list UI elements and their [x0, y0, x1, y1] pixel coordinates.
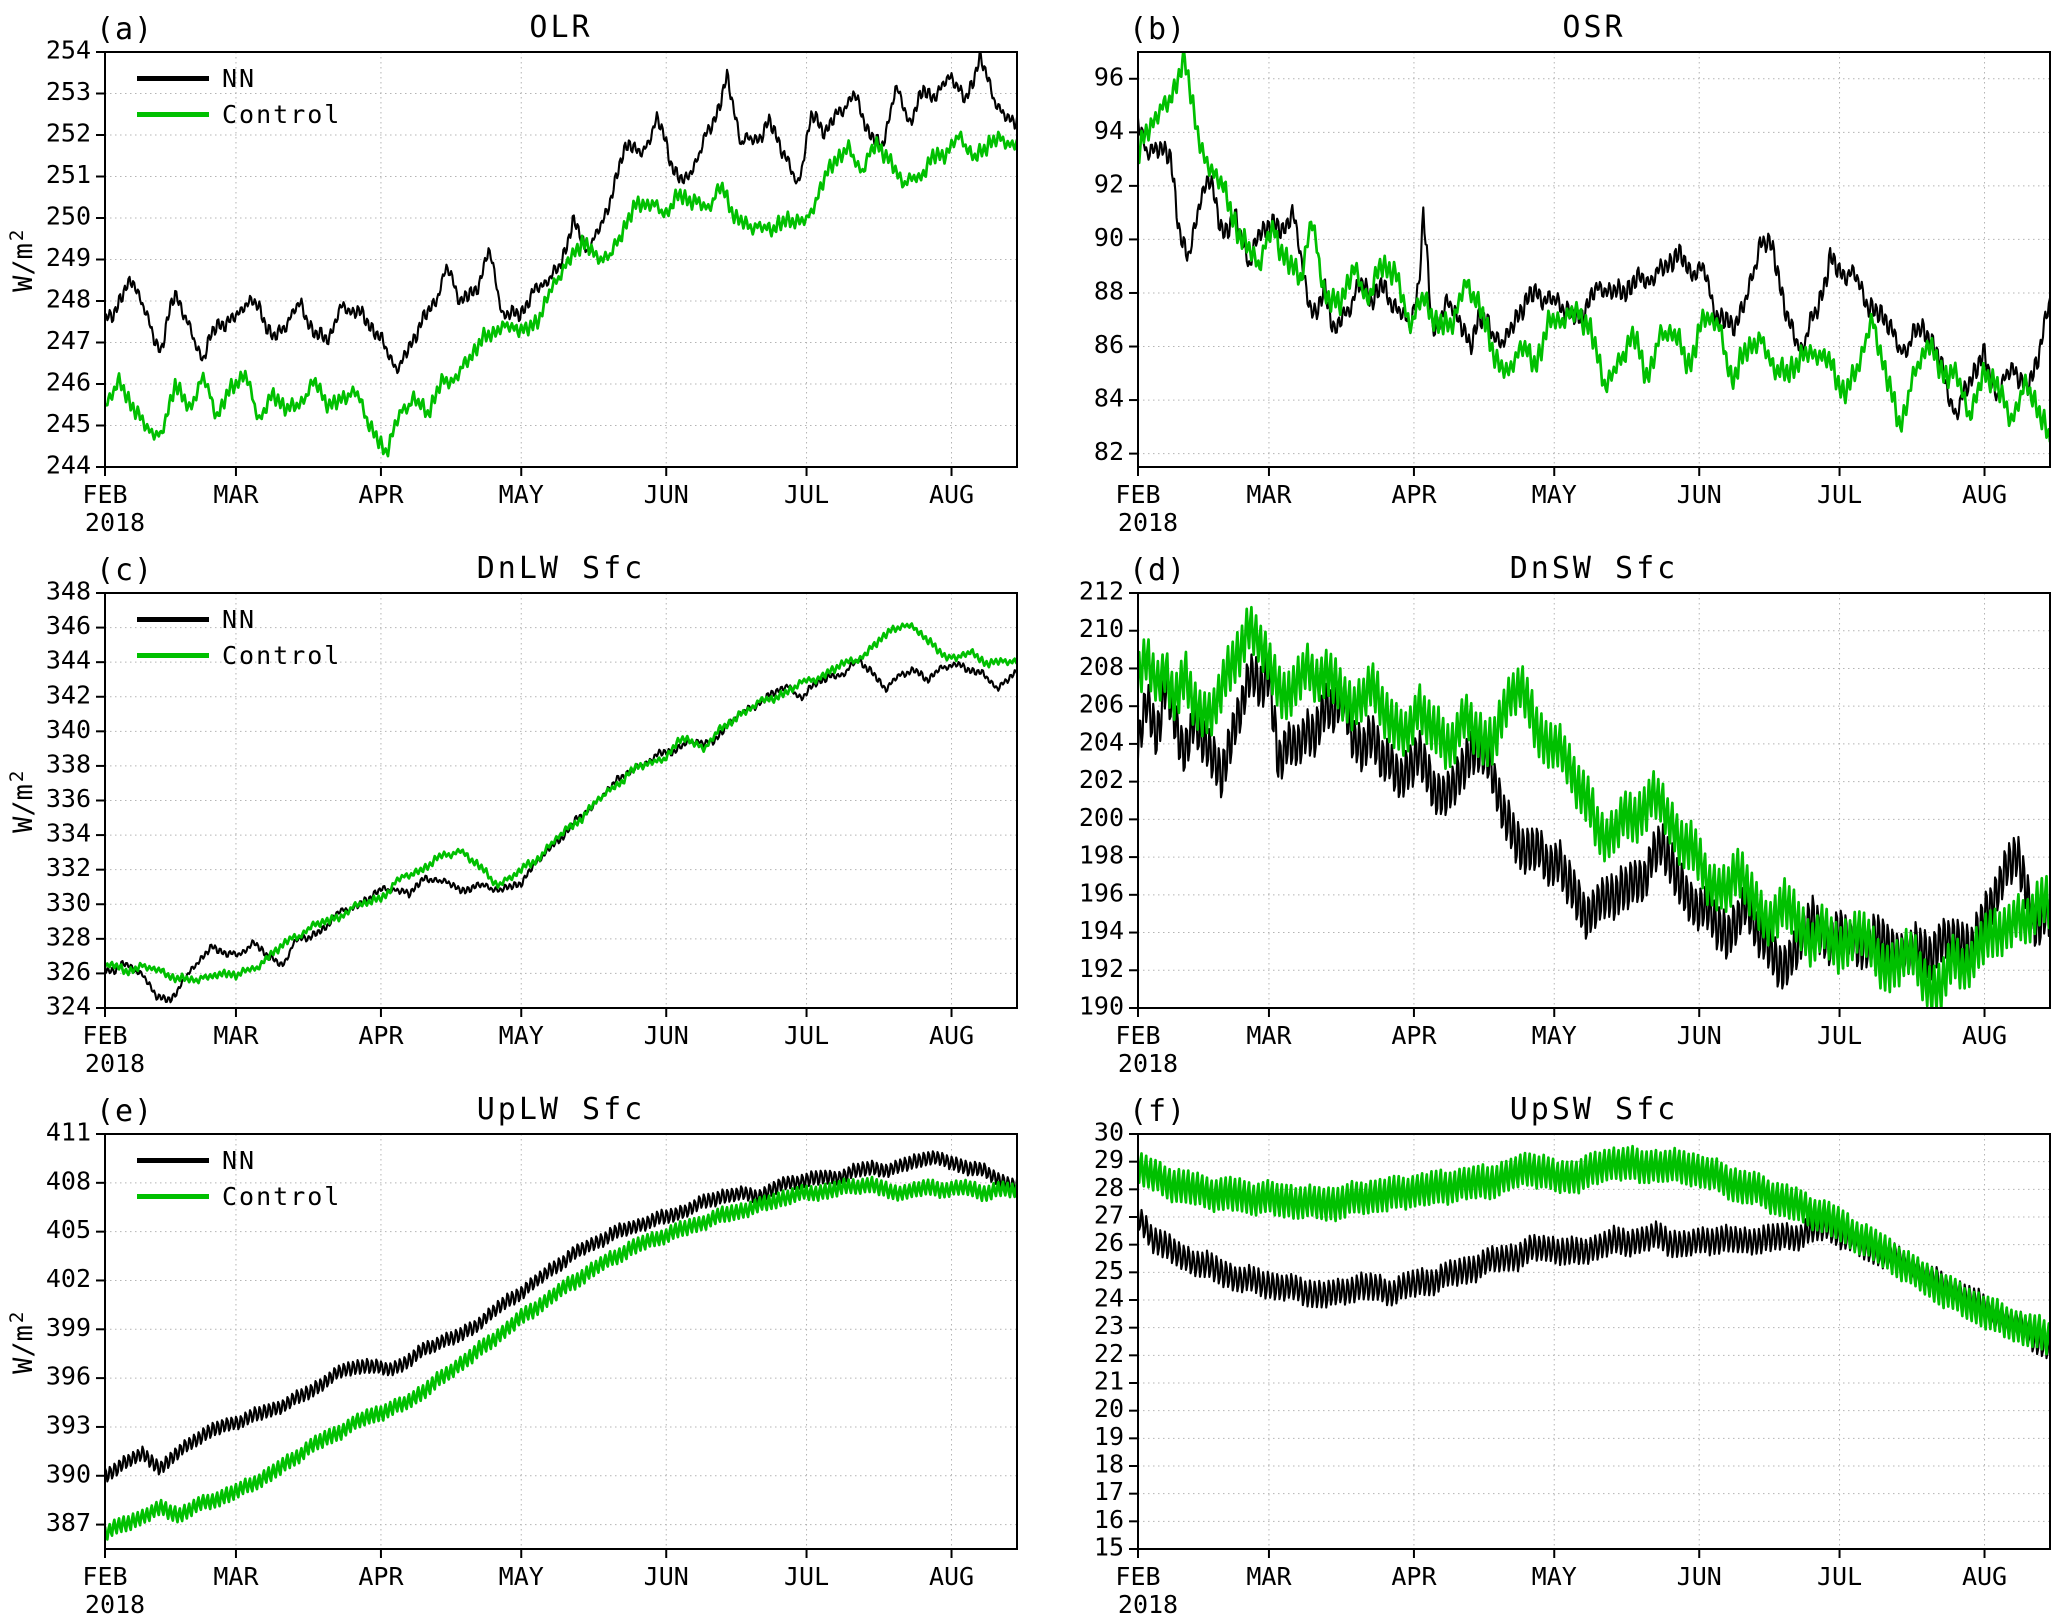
legend-label-control: Control — [222, 1182, 342, 1211]
upsw-chart-canvas — [1033, 1082, 2066, 1623]
legend-item-nn: NN — [137, 64, 341, 93]
dnlw-chart-title: DnLW Sfc — [476, 551, 646, 586]
legend-label-nn: NN — [222, 605, 257, 634]
control-line-swatch — [137, 1194, 209, 1199]
panel-dnlw-sfc: (c) DnLW Sfc NN Control — [0, 541, 1033, 1082]
osr-chart-title: OSR — [1562, 10, 1626, 45]
legend-item-control: Control — [137, 1182, 341, 1211]
legend-item-control: Control — [137, 100, 341, 129]
panel-dnsw-sfc: (d) DnSW Sfc — [1033, 541, 2066, 1082]
panel-upsw-sfc: (f) UpSW Sfc — [1033, 1082, 2066, 1623]
nn-line-swatch — [137, 617, 209, 622]
uplw-legend: NN Control — [137, 1146, 341, 1211]
dnsw-chart-canvas — [1033, 541, 2066, 1082]
legend-item-nn: NN — [137, 605, 341, 634]
uplw-chart-canvas — [0, 1082, 1033, 1623]
dnlw-legend: NN Control — [137, 605, 341, 670]
dnsw-chart-title: DnSW Sfc — [1509, 551, 1679, 586]
panel-uplw-sfc: (e) UpLW Sfc NN Control — [0, 1082, 1033, 1623]
legend-label-control: Control — [222, 641, 342, 670]
nn-line-swatch — [137, 76, 209, 81]
olr-legend: NN Control — [137, 64, 341, 129]
olr-chart-title: OLR — [529, 10, 593, 45]
upsw-chart-title: UpSW Sfc — [1509, 1092, 1679, 1127]
panel-osr: (b) OSR — [1033, 0, 2066, 541]
panel-letter-d: (d) — [1129, 553, 1187, 588]
panel-letter-b: (b) — [1129, 12, 1187, 47]
nn-line-swatch — [137, 1158, 209, 1163]
dnlw-chart-canvas — [0, 541, 1033, 1082]
legend-label-control: Control — [222, 100, 342, 129]
panel-letter-e: (e) — [96, 1094, 154, 1129]
control-line-swatch — [137, 112, 209, 117]
legend-label-nn: NN — [222, 64, 257, 93]
control-line-swatch — [137, 653, 209, 658]
panel-letter-f: (f) — [1129, 1094, 1187, 1129]
panel-letter-a: (a) — [96, 12, 154, 47]
legend-item-control: Control — [137, 641, 341, 670]
panel-letter-c: (c) — [96, 553, 154, 588]
panel-olr: (a) OLR NN Control — [0, 0, 1033, 541]
uplw-chart-title: UpLW Sfc — [476, 1092, 646, 1127]
olr-chart-canvas — [0, 0, 1033, 541]
legend-label-nn: NN — [222, 1146, 257, 1175]
legend-item-nn: NN — [137, 1146, 341, 1175]
osr-chart-canvas — [1033, 0, 2066, 541]
